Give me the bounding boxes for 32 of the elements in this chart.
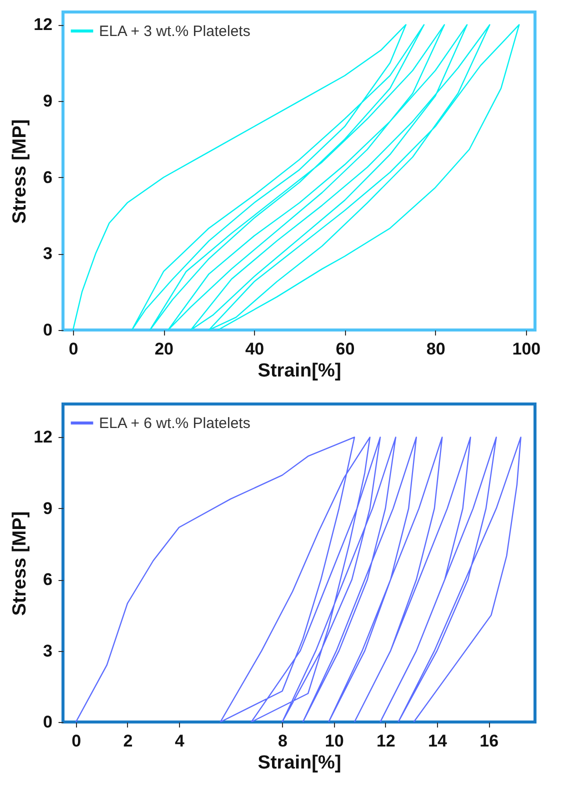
- x-tick-label: 16: [480, 732, 499, 750]
- x-tick-label: 0: [72, 732, 82, 750]
- x-tick-label: 100: [512, 340, 541, 358]
- x-axis-title: Strain[%]: [258, 752, 342, 774]
- x-tick-label: 2: [123, 732, 133, 750]
- x-tick-label: 60: [336, 340, 355, 358]
- line-series: [75, 436, 522, 722]
- y-tick-label: 9: [43, 498, 52, 518]
- x-tick-label: 40: [245, 340, 264, 358]
- y-axis-title: Stress [MP]: [10, 119, 31, 224]
- x-tick-label: 80: [426, 340, 446, 358]
- x-tick-label: 0: [68, 340, 78, 358]
- y-tick-label: 12: [34, 428, 52, 447]
- x-tick-label: 10: [324, 732, 344, 750]
- y-tick-label: 3: [43, 244, 52, 264]
- x-tick-label: 4: [174, 732, 185, 750]
- y-tick-label: 9: [43, 92, 52, 111]
- line-series: [72, 24, 520, 330]
- y-tick-label: 6: [43, 168, 52, 187]
- y-axis-title: Stress [MP]: [10, 511, 31, 616]
- x-tick-label: 12: [376, 732, 396, 750]
- x-tick-label: 8: [278, 732, 288, 750]
- x-tick-label: 14: [428, 732, 448, 750]
- x-axis-title: Strain[%]: [258, 360, 342, 382]
- legend-label: ELA + 6 wt.% Platelets: [99, 415, 250, 432]
- y-tick-label: 0: [43, 712, 52, 732]
- y-tick-label: 6: [43, 570, 52, 590]
- legend-label: ELA + 3 wt.% Platelets: [99, 23, 250, 40]
- y-tick-label: 12: [34, 15, 52, 34]
- x-tick-label: 20: [154, 340, 174, 358]
- y-tick-label: 0: [43, 320, 52, 340]
- y-tick-label: 3: [43, 641, 52, 660]
